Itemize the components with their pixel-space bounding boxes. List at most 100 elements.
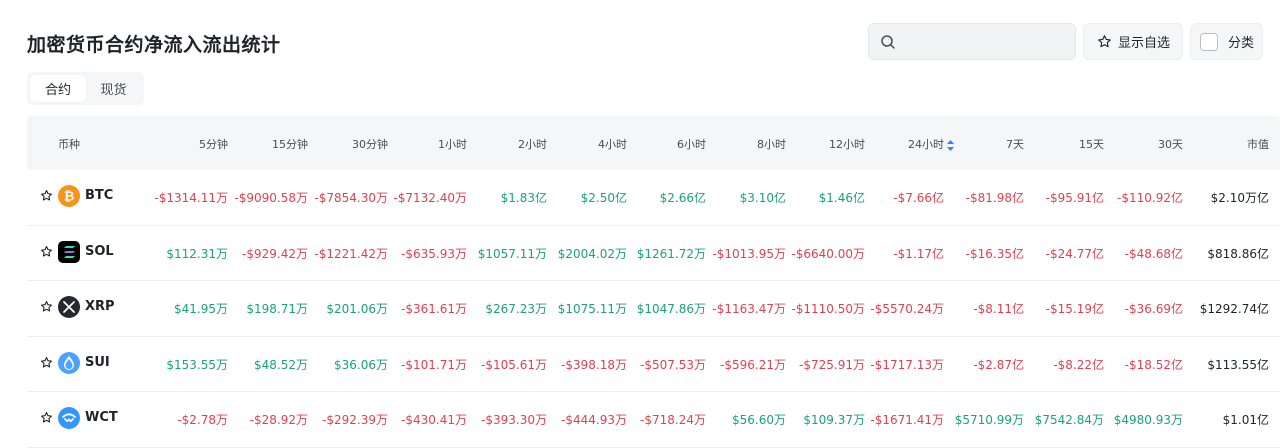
netflow-cell: $36.06万 [334, 357, 388, 372]
sort-icon[interactable] [947, 139, 954, 151]
netflow-cell: -$9090.58万 [234, 191, 308, 205]
netflow-cell: $1057.11万 [477, 246, 547, 261]
favorite-star-icon[interactable] [40, 189, 53, 202]
netflow-cell: -$1163.47万 [712, 302, 786, 316]
coin-symbol[interactable]: WCT [85, 410, 118, 425]
netflow-cell: $267.23万 [485, 302, 547, 316]
category-checkbox[interactable] [1200, 32, 1218, 51]
table-row[interactable]: ₿ BTC -$1314.11万 -$9090.58万 -$7854.30万 -$7132… [27, 170, 1280, 226]
header-col-8[interactable]: 8小时 [757, 138, 786, 151]
search-input[interactable] [868, 23, 1076, 60]
netflow-cell: -$507.53万 [640, 357, 706, 372]
favorite-star-icon[interactable] [40, 411, 53, 424]
netflow-cell: $7542.84万 [1034, 413, 1104, 427]
market-cap-cell: $1.01亿 [1222, 413, 1269, 427]
netflow-cell: $201.06万 [326, 302, 388, 316]
netflow-cell: -$2.78万 [177, 413, 228, 427]
header-col-9[interactable]: 12小时 [829, 138, 865, 151]
netflow-cell: $153.55万 [166, 357, 228, 372]
netflow-cell: -$292.39万 [322, 413, 388, 427]
netflow-cell: $1047.86万 [636, 302, 706, 316]
header-col-11[interactable]: 7天 [1006, 138, 1024, 151]
netflow-cell: -$28.92万 [249, 413, 308, 427]
favorite-star-icon[interactable] [40, 300, 53, 313]
netflow-cell: -$1671.41万 [870, 413, 944, 427]
coin-symbol[interactable]: BTC [85, 188, 114, 203]
netflow-cell: -$7.66亿 [893, 191, 944, 205]
coin-symbol[interactable]: SOL [85, 243, 114, 259]
netflow-cell: -$16.35亿 [965, 246, 1024, 261]
header-col-14[interactable]: 市值 [1247, 138, 1269, 151]
netflow-cell: -$2.87亿 [973, 357, 1024, 372]
netflow-cell: $1.46亿 [818, 191, 865, 205]
netflow-table: 币种 5分钟 15分钟 30分钟 1小时 2小时 4小时 6小时 8小时 12小时 24小时 7天 15… [27, 116, 1280, 448]
netflow-cell: -$1110.50万 [791, 302, 865, 316]
header-col-10[interactable]: 24小时 [908, 136, 954, 152]
header-col-12[interactable]: 15天 [1079, 138, 1104, 151]
header-col-4[interactable]: 1小时 [438, 138, 467, 151]
table-row[interactable]: XRP $41.95万 $198.71万 $201.06万 -$361.61万 $267.… [27, 281, 1280, 337]
header-col-6[interactable]: 4小时 [598, 138, 627, 151]
show-favorites-label: 显示自选 [1118, 36, 1171, 51]
netflow-cell: $3.10亿 [739, 191, 786, 205]
tab-futures[interactable]: 合约 [30, 75, 86, 102]
netflow-cell: -$48.68亿 [1124, 246, 1183, 261]
search-icon [881, 35, 895, 49]
netflow-cell: $109.37万 [803, 413, 865, 427]
netflow-cell: -$725.91万 [799, 357, 865, 372]
header-coin: 币种 [58, 138, 80, 151]
table-row[interactable]: WCT -$2.78万 -$28.92万 -$292.39万 -$430.41万 -$39… [27, 392, 1280, 448]
favorite-star-icon[interactable] [40, 356, 53, 369]
netflow-cell: $2004.02万 [557, 246, 627, 261]
table-row[interactable]: SUI $153.55万 $48.52万 $36.06万 -$101.71万 -$105.… [27, 337, 1280, 392]
netflow-cell: $56.60万 [732, 413, 786, 427]
netflow-cell: -$15.19亿 [1045, 302, 1104, 316]
header-col-3[interactable]: 30分钟 [352, 138, 388, 151]
netflow-cell: -$1717.13万 [870, 357, 944, 372]
netflow-cell: -$398.18万 [561, 357, 627, 372]
header-col-1[interactable]: 5分钟 [199, 138, 228, 151]
netflow-cell: -$718.24万 [640, 413, 706, 427]
header-col-5[interactable]: 2小时 [518, 138, 547, 151]
star-icon [1098, 35, 1111, 48]
favorite-star-icon[interactable] [40, 245, 53, 258]
netflow-cell: -$7132.40万 [393, 191, 467, 205]
header-col-7[interactable]: 6小时 [677, 138, 706, 151]
category-toggle[interactable]: 分类 [1190, 23, 1263, 60]
sui-icon [58, 351, 80, 374]
market-cap-cell: $113.55亿 [1207, 357, 1269, 372]
netflow-cell: $1.83亿 [500, 191, 547, 205]
table-header: 币种 5分钟 15分钟 30分钟 1小时 2小时 4小时 6小时 8小时 12小时 24小时 7天 15… [27, 116, 1280, 170]
netflow-cell: -$81.98亿 [965, 191, 1024, 205]
table-row[interactable]: SOL $112.31万 -$929.42万 -$1221.42万 -$635.93万 $… [27, 226, 1280, 281]
netflow-cell: -$6640.00万 [791, 246, 865, 261]
netflow-cell: -$1314.11万 [154, 191, 228, 205]
coin-symbol[interactable]: XRP [85, 299, 115, 314]
page-title: 加密货币合约净流入流出统计 [27, 34, 281, 56]
netflow-cell: -$1.17亿 [893, 246, 944, 261]
xrp-icon [58, 296, 80, 318]
show-favorites-button[interactable]: 显示自选 [1083, 23, 1183, 60]
netflow-cell: -$18.52亿 [1124, 357, 1183, 372]
netflow-cell: -$105.61万 [481, 357, 547, 372]
netflow-cell: -$929.42万 [242, 246, 308, 261]
netflow-cell: -$36.69亿 [1124, 302, 1183, 316]
netflow-cell: -$430.41万 [401, 413, 467, 427]
netflow-cell: $112.31万 [166, 246, 228, 261]
walletconnect-icon [58, 407, 80, 429]
netflow-cell: -$635.93万 [401, 246, 467, 261]
svg-text:₿: ₿ [64, 190, 75, 205]
bitcoin-icon: ₿ [58, 185, 80, 207]
header-col-2[interactable]: 15分钟 [272, 138, 308, 151]
netflow-cell: -$444.93万 [561, 413, 627, 427]
solana-icon [58, 240, 80, 263]
table-body: ₿ BTC -$1314.11万 -$9090.58万 -$7854.30万 -$7132… [27, 170, 1280, 448]
netflow-cell: $1075.11万 [557, 302, 627, 316]
tab-spot[interactable]: 现货 [100, 83, 127, 98]
coin-symbol[interactable]: SUI [85, 354, 110, 370]
netflow-cell: -$95.91亿 [1045, 191, 1104, 205]
header-col-13[interactable]: 30天 [1158, 138, 1183, 151]
netflow-cell: $48.52万 [254, 357, 308, 372]
netflow-cell: -$7854.30万 [314, 191, 388, 205]
netflow-cell: -$101.71万 [401, 357, 467, 372]
